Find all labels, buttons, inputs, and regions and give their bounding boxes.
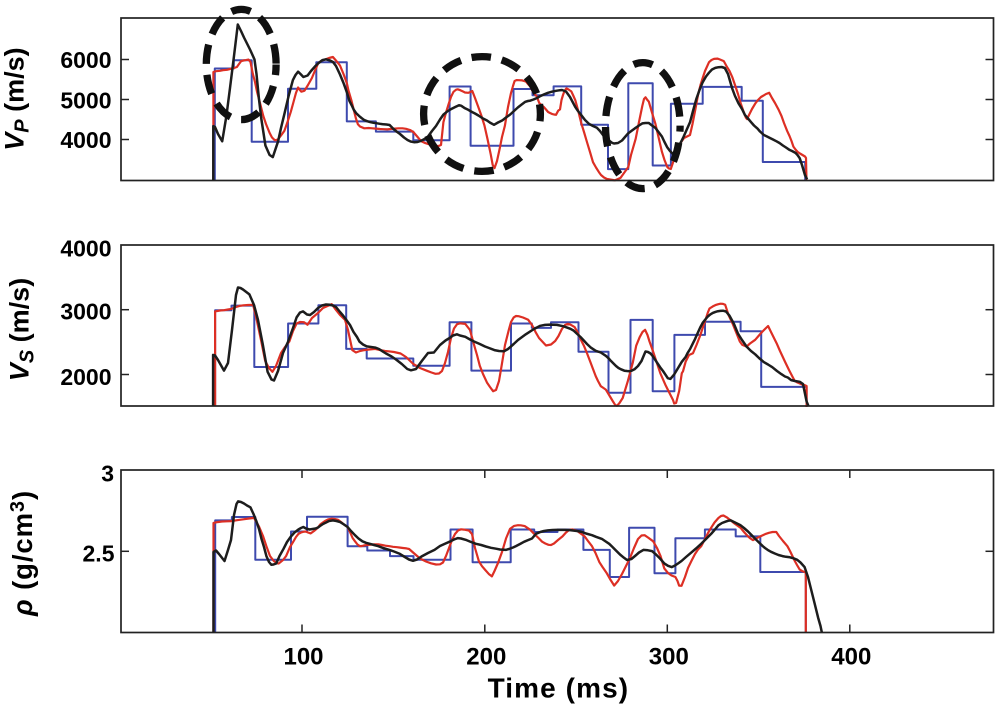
- svg-text:400: 400: [831, 644, 871, 671]
- svg-text:2000: 2000: [60, 364, 111, 390]
- svg-text:4000: 4000: [60, 127, 111, 153]
- svg-text:3000: 3000: [60, 299, 111, 325]
- svg-text:VP (m/s): VP (m/s): [0, 47, 34, 150]
- svg-text:2.5: 2.5: [83, 541, 115, 567]
- svg-text:100: 100: [283, 644, 323, 671]
- svg-text:VS (m/s): VS (m/s): [5, 278, 39, 381]
- svg-text:4000: 4000: [60, 236, 111, 262]
- svg-text:200: 200: [466, 644, 506, 671]
- svg-text:5000: 5000: [60, 88, 111, 114]
- svg-text:300: 300: [649, 644, 689, 671]
- svg-text:6000: 6000: [60, 47, 111, 73]
- svg-text:Time (ms): Time (ms): [488, 673, 630, 704]
- svg-text:3: 3: [101, 461, 114, 487]
